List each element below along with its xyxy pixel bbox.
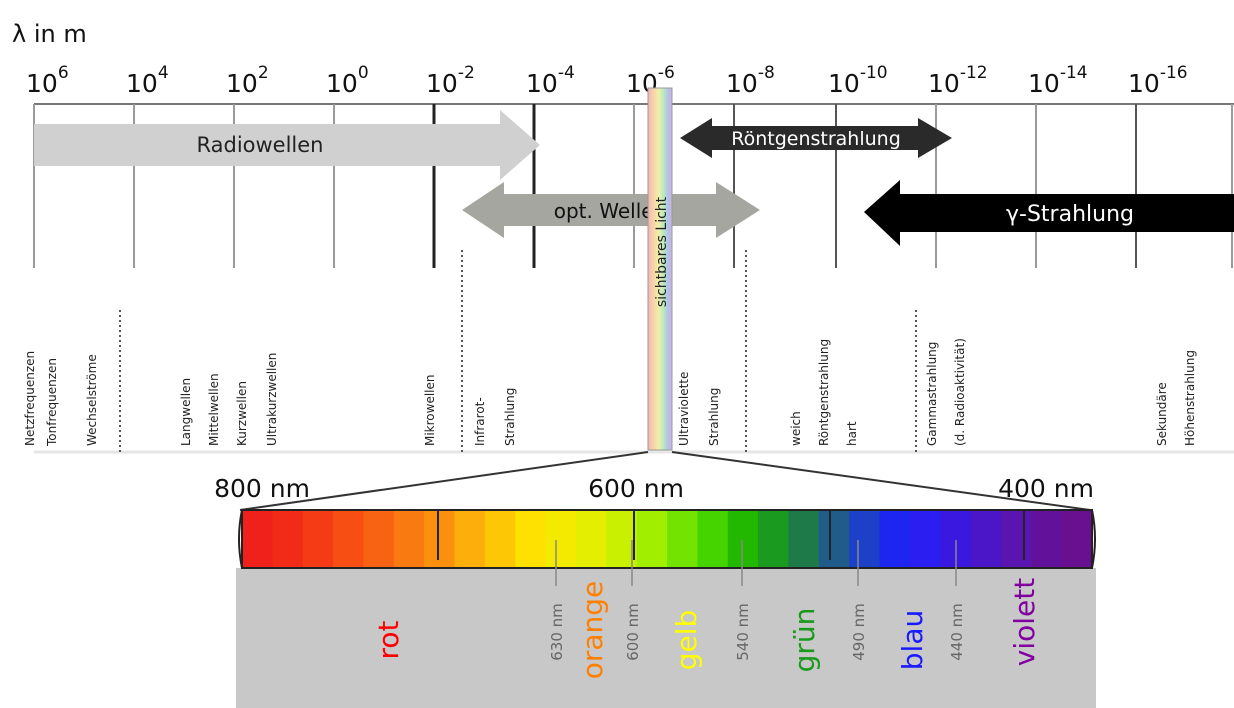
spectrum-right-cap [1091, 509, 1096, 569]
spectrum-segment-19 [818, 510, 850, 568]
boundary-600: 600 nm [624, 603, 642, 661]
axis-title: λ in m [12, 20, 87, 48]
tick-label-11: 10-16 [1128, 63, 1188, 98]
region-label-7: Mikrowellen [423, 374, 437, 446]
tick-label-5: 10-4 [526, 63, 575, 98]
spectrum-ticks [437, 510, 1025, 560]
spectrum-segment-8 [484, 510, 516, 568]
spectrum-segment-24 [970, 510, 1002, 568]
spectrum-segment-26 [1031, 510, 1063, 568]
color-name-5: violett [1008, 578, 1041, 666]
boundary-leaders [555, 540, 957, 586]
spectrum-segment-10 [545, 510, 577, 568]
spectrum-left-cap [238, 509, 243, 569]
gamma-label: γ-Strahlung [1006, 202, 1134, 227]
visible-light-bar [647, 87, 673, 451]
xray-arrow [680, 118, 952, 158]
color-name-1: orange [576, 581, 609, 680]
spectrum-segment-25 [1000, 510, 1032, 568]
tick-label-1: 104 [126, 63, 169, 98]
region-label-10: Ultraviolette [677, 372, 691, 446]
spectrum-border [241, 509, 1093, 569]
spectrum-segment-4 [363, 510, 395, 568]
region-label-9: Strahlung [503, 388, 517, 446]
spectrum-segment-9 [515, 510, 547, 568]
tick-label-9: 10-12 [928, 63, 988, 98]
region-labels: Netzfrequenzen Tonfrequenzen Wechselströme… [23, 338, 1197, 447]
color-name-panel [236, 568, 1096, 708]
spectrum-segment-3 [333, 510, 365, 568]
region-label-4: Mittelwellen [207, 373, 221, 446]
boundary-630: 630 nm [548, 603, 566, 661]
spectrum-label-800: 800 nm [214, 474, 310, 503]
color-name-3: grün [788, 608, 821, 673]
xray-label: Röntgenstrahlung [731, 128, 901, 150]
tick-label-2: 102 [226, 63, 269, 98]
boundary-540: 540 nm [734, 603, 752, 661]
region-label-8: Infrarot- [473, 397, 487, 446]
spectrum-segment-22 [909, 510, 941, 568]
boundary-440: 440 nm [948, 603, 966, 661]
region-label-15: Gammastrahlung [925, 342, 939, 446]
boundary-490: 490 nm [850, 603, 868, 661]
spectrum-segment-27 [1061, 510, 1093, 568]
region-label-3: Langwellen [179, 378, 193, 446]
spectrum-segment-13 [636, 510, 668, 568]
optical-waves-arrow [462, 182, 760, 238]
tick-label-0: 106 [26, 63, 69, 98]
radio-waves-arrow [34, 110, 540, 180]
region-label-1: Tonfrequenzen [45, 358, 59, 447]
spectrum-segment-0 [242, 510, 273, 568]
tick-labels: 106 104 102 100 10-2 10-4 10-6 10-8 10-10 10-12 10… [26, 63, 1188, 98]
spectrum-label-600: 600 nm [588, 474, 684, 503]
region-label-5: Kurzwellen [235, 381, 249, 446]
region-label-6: Ultrakurzwellen [265, 353, 279, 446]
gamma-arrow [864, 180, 1234, 246]
spectrum-segment-6 [424, 510, 456, 568]
spectrum-segment-11 [575, 510, 607, 568]
region-label-11: Strahlung [707, 388, 721, 446]
color-name-4: blau [896, 610, 929, 670]
tick-label-10: 10-14 [1028, 63, 1088, 98]
tick-label-8: 10-10 [828, 63, 888, 98]
dotted-separators [119, 250, 917, 452]
region-label-0: Netzfrequenzen [23, 351, 37, 446]
spectrum-segment-20 [849, 510, 881, 568]
spectrum-segment-21 [879, 510, 911, 568]
spectrum-segment-2 [302, 510, 334, 568]
spectrum-segment-5 [393, 510, 425, 568]
color-name-2: gelb [670, 610, 703, 671]
region-label-2: Wechselströme [85, 354, 99, 446]
spectrum-segment-16 [727, 510, 759, 568]
zoom-lines [239, 451, 1091, 511]
visible-light-label: sichtbares Licht [654, 196, 670, 307]
color-name-0: rot [372, 620, 405, 659]
tick-label-7: 10-8 [726, 63, 775, 98]
region-label-17: Sekundäre [1155, 382, 1169, 446]
tick-label-4: 10-2 [426, 63, 475, 98]
region-label-13: Röntgenstrahlung [817, 339, 831, 446]
spectrum-bar [238, 509, 1096, 569]
radio-waves-label: Radiowellen [196, 133, 323, 157]
spectrum-segment-1 [272, 510, 304, 568]
tick-label-3: 100 [326, 63, 369, 98]
spectrum-segment-17 [758, 510, 790, 568]
spectrum-segment-18 [788, 510, 820, 568]
spectrum-label-400: 400 nm [998, 474, 1094, 503]
region-label-14: hart [845, 421, 859, 446]
region-label-12: weich [789, 411, 803, 446]
spectrum-segment-14 [667, 510, 698, 568]
color-names: rot orange gelb grün blau violett [372, 578, 1041, 680]
spectrum-segment-7 [454, 510, 486, 568]
region-label-18: Höhenstrahlung [1183, 350, 1197, 446]
region-label-16: (d. Radioaktivität) [953, 338, 967, 446]
spectrum-segment-15 [697, 510, 729, 568]
